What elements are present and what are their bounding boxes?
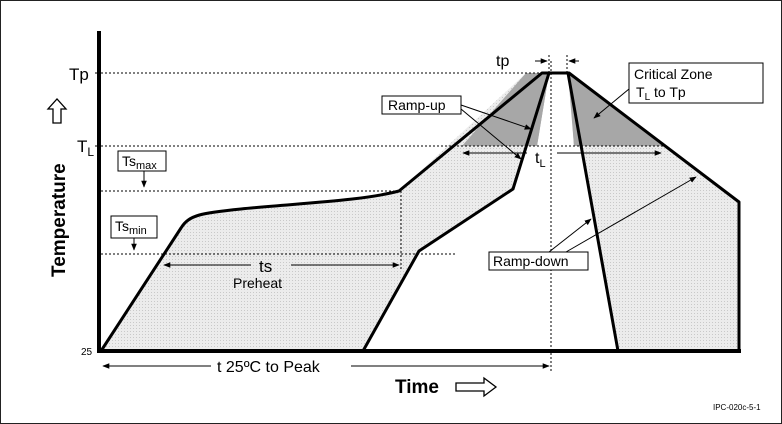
ramp-up-label: Ramp-up (388, 97, 446, 113)
y-ticks (95, 72, 101, 147)
ramp-down-box (488, 251, 589, 271)
tp-tick-label: Tp (69, 65, 89, 84)
profile-curves (99, 71, 741, 352)
ramp-down-pointers (548, 176, 697, 253)
time-to-peak-label: t 25ºC to Peak (217, 359, 321, 376)
ramp-up-pointers (460, 104, 532, 160)
axes (97, 31, 741, 353)
tsmax-box (117, 150, 167, 172)
ramp-down-label: Ramp-down (493, 253, 568, 269)
preheat-label: Preheat (233, 275, 282, 291)
figure-id-label: IPC-020c-5-1 (713, 403, 761, 412)
outer-profile-curve (99, 71, 741, 352)
critical-zone-pointer (593, 88, 630, 119)
tsmax-label: Tsmax (122, 153, 157, 172)
x-axis-arrow-icon (455, 376, 498, 398)
origin-tick-label: 25 (81, 347, 93, 358)
outer-profile-area (101, 73, 739, 351)
critical-zone-label-line1: Critical Zone (634, 66, 713, 82)
tl-tick-label: TL (77, 137, 94, 159)
y-axis-arrow-icon (46, 98, 68, 124)
inner-profile-curve (361, 71, 620, 352)
tp-arrows (535, 55, 579, 73)
ts-label: ts (259, 257, 272, 276)
tsmin-label: Tsmin (115, 218, 147, 237)
tl-dimension-label: tL (535, 150, 546, 170)
critical-zone-label-line2: TL to Tp (636, 84, 686, 103)
y-axis-label: Temperature (49, 163, 70, 277)
critical-zone-box (628, 62, 764, 104)
x-axis-label: Time (395, 377, 439, 398)
reference-lines (101, 61, 664, 371)
tp-label: tp (496, 53, 509, 70)
